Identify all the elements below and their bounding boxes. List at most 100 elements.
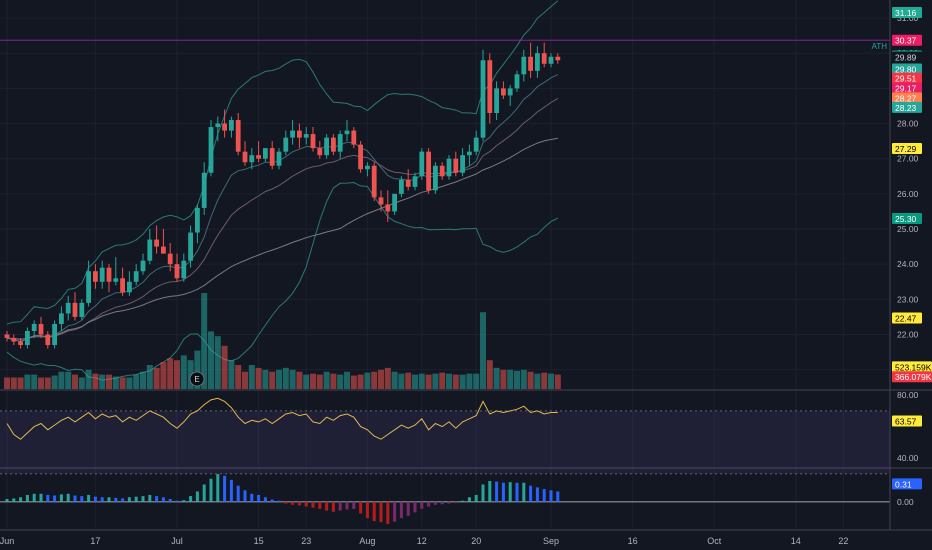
candle-body	[297, 130, 302, 138]
histogram-bar	[155, 496, 159, 502]
histogram-bar	[59, 494, 63, 502]
volume-bar	[459, 374, 466, 389]
candle-body	[18, 341, 23, 346]
candle-body	[140, 260, 146, 272]
volume-bar	[119, 377, 126, 389]
volume-bar	[371, 371, 378, 389]
time-tick-label: Jun	[0, 536, 14, 546]
candle-body	[514, 74, 520, 89]
candle-body	[65, 302, 71, 314]
histogram-bar	[508, 482, 512, 502]
candle-body	[555, 56, 561, 61]
volume-bar	[255, 367, 262, 389]
candle-body	[86, 271, 91, 303]
price-badge	[892, 34, 922, 46]
volume-bar	[337, 374, 344, 389]
volume-bar	[44, 377, 51, 389]
histogram-bar	[127, 497, 131, 502]
candle-body	[392, 193, 397, 212]
candle-body	[31, 323, 37, 331]
price-badge	[892, 51, 922, 63]
price-tick-label: 31.00	[897, 13, 919, 23]
candle-body	[242, 151, 248, 163]
volume-bar	[276, 369, 282, 389]
candle-body	[419, 151, 425, 177]
time-tick-label: 15	[254, 536, 264, 546]
price-pane[interactable]: ATH	[0, 0, 932, 528]
volume-bar	[72, 374, 78, 389]
candle-body	[99, 267, 105, 282]
price-badge-label: 29.80	[895, 65, 917, 75]
volume-bar	[24, 374, 31, 389]
histogram-bar	[454, 501, 458, 504]
volume-bar	[357, 374, 364, 389]
histogram-bar	[372, 501, 376, 522]
volume-bar	[248, 365, 255, 389]
candle-body	[426, 151, 431, 191]
candle-body	[154, 239, 159, 247]
rsi-pane[interactable]	[0, 397, 932, 475]
volume-bar	[316, 374, 323, 389]
price-badge-label: 28.27	[895, 93, 917, 103]
time-tick-label: 12	[417, 536, 427, 546]
histogram-bar	[216, 474, 220, 502]
bollinger-lower-line	[6, 181, 559, 381]
candle-body	[113, 278, 119, 282]
histogram-bar	[325, 501, 329, 511]
histogram-bar	[365, 501, 369, 519]
histogram-bar	[257, 494, 261, 502]
histogram-bar	[447, 501, 451, 504]
histogram-bar	[80, 496, 84, 502]
price-badge	[892, 6, 922, 18]
candle-body	[167, 253, 173, 265]
earnings-marker[interactable]: E	[189, 371, 205, 387]
candle-body	[72, 302, 78, 317]
price-badge	[892, 92, 922, 104]
price-badge-label: 28.23	[895, 103, 917, 113]
volume-bar	[418, 373, 425, 389]
volume-bar	[92, 373, 99, 389]
candle-body	[473, 137, 479, 152]
histogram-bar	[501, 482, 505, 502]
histogram-bar	[134, 496, 138, 502]
candle-body	[439, 165, 445, 177]
volume-bar	[99, 374, 106, 389]
time-tick-label: 16	[628, 536, 638, 546]
price-tick-label: 27.00	[897, 154, 919, 164]
histogram-bar	[433, 501, 437, 505]
candle-body	[528, 56, 533, 71]
time-tick-label: Jul	[171, 536, 183, 546]
histogram-bar	[229, 479, 233, 502]
rsi-line	[6, 397, 558, 440]
candle-body	[174, 264, 180, 279]
time-axis[interactable]: Jun 17 Jul 15 23 Aug 12 20 Sep 16 Oct 14 22	[0, 536, 848, 546]
volume-bar	[214, 336, 221, 389]
histogram-bar	[291, 501, 295, 505]
candle-body	[25, 330, 30, 346]
candle-body	[181, 260, 187, 279]
price-axis[interactable]: 31.0030.0029.0028.0027.0026.0025.0024.00…	[889, 0, 932, 530]
histogram-bar	[406, 501, 410, 516]
time-tick-label: 23	[301, 536, 311, 546]
histogram-bar	[161, 497, 165, 502]
candle-body	[147, 239, 153, 261]
histogram-bar	[250, 493, 254, 502]
volume-bar	[412, 374, 418, 389]
volume-bar	[112, 376, 119, 389]
candle-body	[385, 204, 391, 212]
candle-body	[4, 334, 10, 339]
histogram-pane[interactable]	[0, 474, 932, 531]
histogram-bar	[379, 501, 383, 523]
volume-bar	[391, 371, 398, 389]
histogram-bar	[19, 497, 23, 502]
histogram-bar	[243, 490, 247, 502]
candle-body	[45, 334, 51, 346]
price-badge	[892, 72, 922, 84]
time-tick-label: 22	[838, 536, 848, 546]
candle-body	[133, 271, 139, 282]
candle-body	[521, 56, 527, 75]
candle-body	[222, 123, 227, 131]
price-badge-label: 25.30	[895, 214, 917, 224]
candle-body	[276, 151, 282, 166]
